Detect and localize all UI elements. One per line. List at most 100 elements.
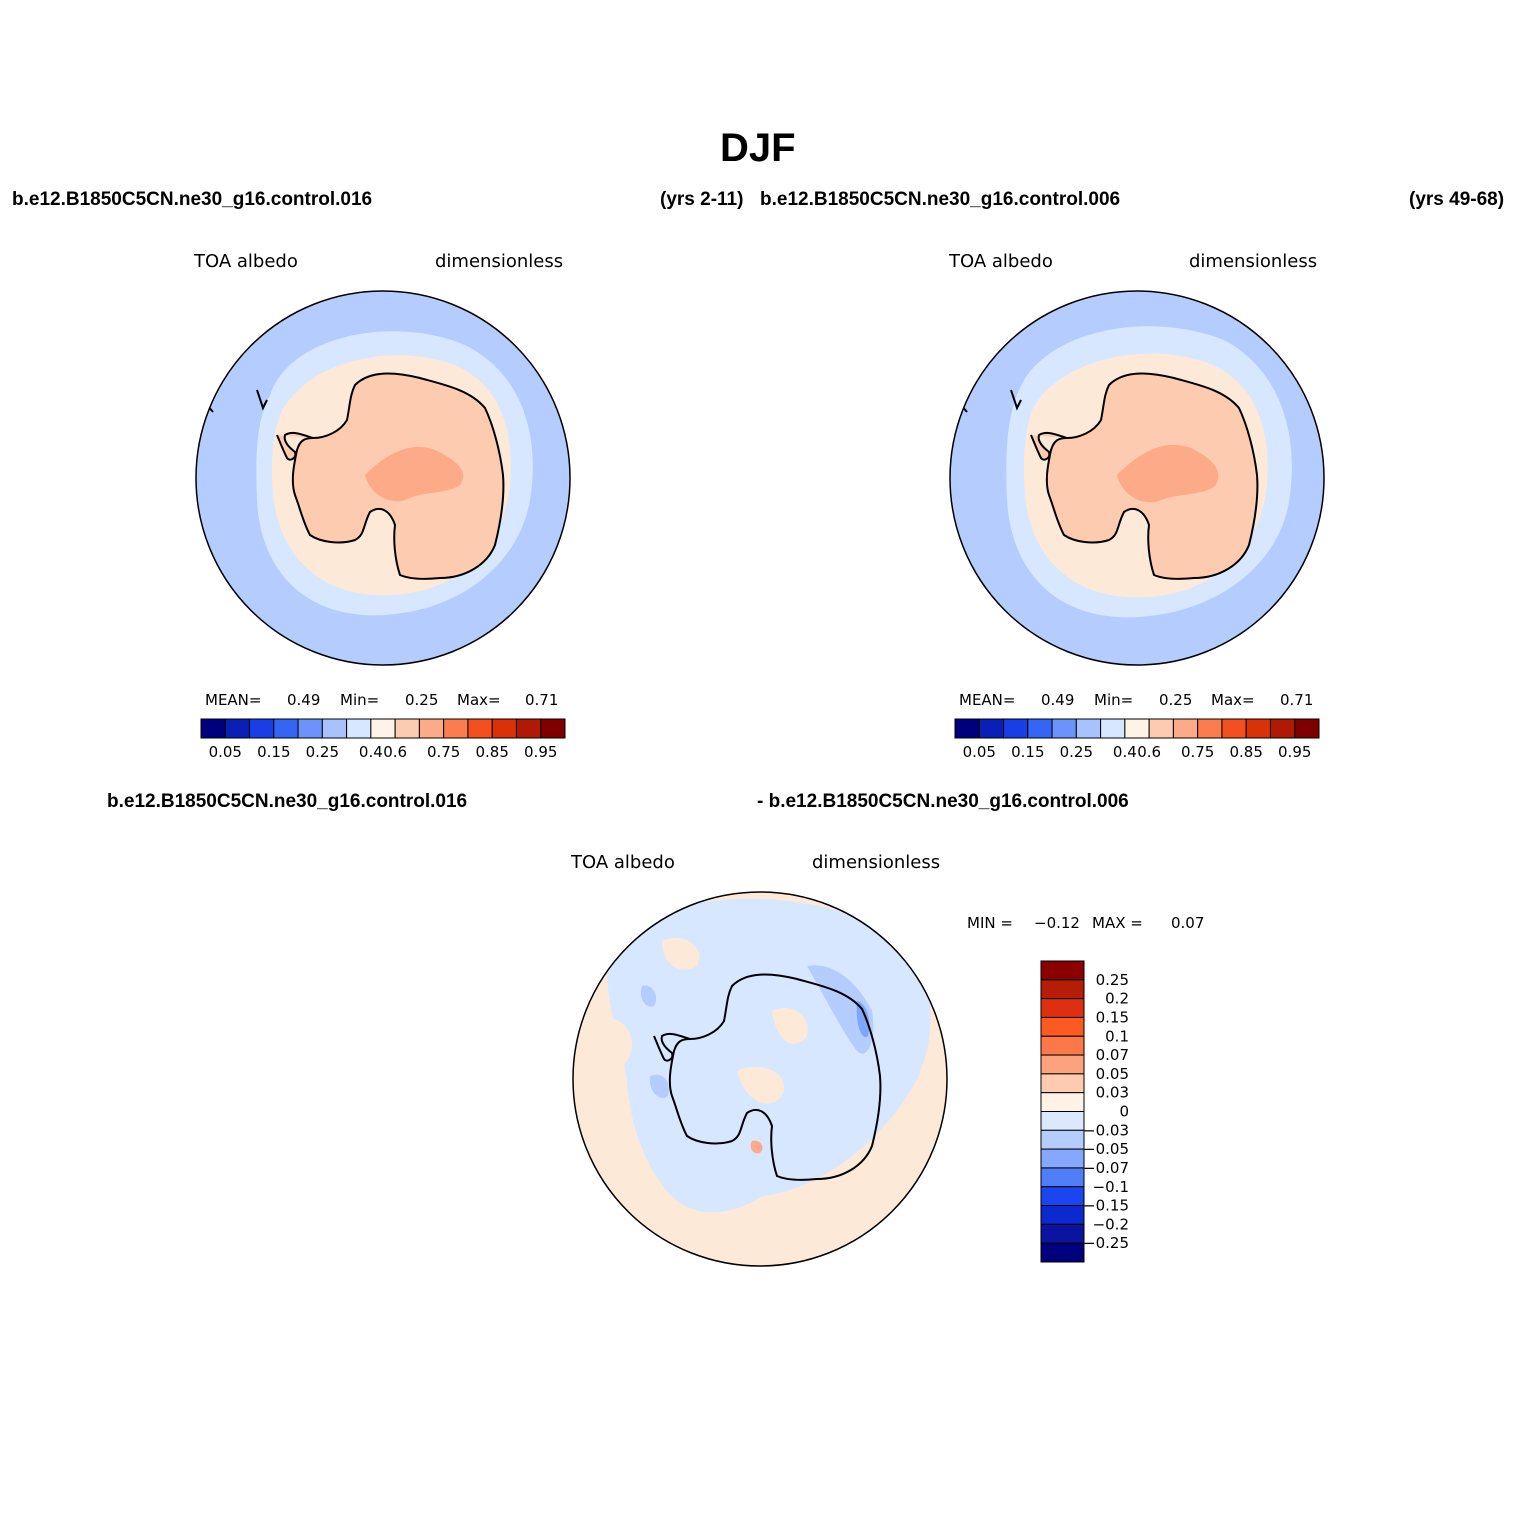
top-left-mean-value: 0.49: [287, 691, 321, 709]
colorbar-box: [1040, 1073, 1085, 1094]
diff-max-label: MAX =: [1092, 914, 1143, 932]
top-left-case-name: b.e12.B1850C5CN.ne30_g16.control.016: [12, 189, 373, 210]
colorbar-tick-label: 0.03: [1096, 1084, 1129, 1102]
difference-colorbar: 0.250.20.150.10.070.050.030−0.03−0.05−0.…: [1040, 960, 1129, 1263]
colorbar-box: [954, 718, 980, 739]
high-plateau: [1117, 444, 1219, 503]
colorbar-tick-label: 0.85: [1229, 743, 1262, 761]
diff-positive-patch-5: [750, 1140, 763, 1154]
colorbar-tick-label: 0.4: [359, 743, 383, 761]
top-left-max-label: Max=: [457, 691, 501, 709]
colorbar-tick-label: 0.25: [1060, 743, 1093, 761]
colorbar-box: [1040, 960, 1085, 981]
colorbar-box: [1040, 1167, 1085, 1188]
colorbar-box: [540, 718, 566, 739]
colorbar-tick-label: 0.15: [257, 743, 290, 761]
colorbar-tick-label: 0.05: [1096, 1065, 1129, 1083]
colorbar-box: [1040, 1092, 1085, 1112]
colorbar-box: [1040, 1148, 1085, 1169]
diff-positive-patch-1: [588, 1018, 633, 1070]
colorbar-tick-label: 0.6: [383, 743, 407, 761]
colorbar-tick-label: 0.07: [1096, 1046, 1129, 1064]
top-right-variable: TOA albedo: [949, 251, 1053, 272]
colorbar-tick-label: 0.1: [1105, 1027, 1129, 1045]
top-left-min-label: Min=: [340, 691, 380, 709]
colorbar-box: [1040, 1223, 1085, 1244]
colorbar-box: [273, 718, 299, 739]
colorbar-box: [443, 718, 469, 739]
colorbar-tick-label: −0.15: [1083, 1197, 1129, 1215]
colorbar-box: [346, 718, 372, 739]
colorbar-box: [1124, 718, 1150, 739]
colorbar-box: [491, 718, 517, 739]
colorbar-box: [1221, 718, 1247, 739]
colorbar-box: [1051, 718, 1077, 739]
top-right-mean-value: 0.49: [1041, 691, 1075, 709]
colorbar-box: [1100, 718, 1126, 739]
colorbar-box: [1040, 1129, 1085, 1150]
colorbar-box: [1040, 1242, 1085, 1263]
top-right-max-label: Max=: [1211, 691, 1255, 709]
colorbar-box: [321, 718, 348, 739]
colorbar-tick-label: 0: [1119, 1103, 1129, 1121]
colorbar-tick-label: −0.1: [1093, 1178, 1129, 1196]
colorbar-box: [467, 718, 493, 739]
colorbar-box: [1040, 1111, 1085, 1131]
colorbar-tick-label: 0.85: [475, 743, 508, 761]
colorbar-tick-label: −0.2: [1093, 1215, 1129, 1233]
top-left-max-value: 0.71: [525, 691, 559, 709]
diff-case-b: - b.e12.B1850C5CN.ne30_g16.control.006: [757, 791, 1129, 812]
top-left-mean-label: MEAN=: [205, 691, 262, 709]
top-right-mean-label: MEAN=: [959, 691, 1016, 709]
top-right-years: (yrs 49-68): [1409, 189, 1505, 210]
top-left-years: (yrs 2-11): [660, 189, 744, 210]
colorbar-box: [1040, 998, 1085, 1018]
colorbar-tick-label: −0.25: [1083, 1234, 1129, 1252]
colorbar-box: [1148, 718, 1174, 739]
colorbar-tick-label: −0.03: [1083, 1121, 1129, 1139]
diff-case-a: b.e12.B1850C5CN.ne30_g16.control.016: [107, 791, 468, 812]
colorbar-tick-label: 0.95: [1278, 743, 1311, 761]
top-left-colorbar: 0.05 0.15 0.25 0.4 0.6 0.75 0.85 0.95: [200, 718, 566, 761]
colorbar-box: [1269, 718, 1296, 739]
colorbar-tick-label: −0.07: [1083, 1159, 1129, 1177]
colorbar-box: [1245, 718, 1271, 739]
colorbar-tick-label: 0.25: [306, 743, 339, 761]
colorbar-box: [1040, 1054, 1085, 1075]
top-right-units: dimensionless: [1189, 251, 1318, 272]
top-right-colorbar: 0.05 0.15 0.25 0.4 0.6 0.75 0.85 0.95: [954, 718, 1320, 761]
colorbar-tick-label: 0.2: [1105, 990, 1129, 1008]
diff-positive-patch-4: [737, 1066, 785, 1104]
diff-negative-patch-4: [649, 1074, 669, 1099]
diff-variable: TOA albedo: [571, 852, 675, 873]
difference-map: [572, 891, 948, 1267]
top-left-map: [195, 290, 571, 666]
colorbar-box: [249, 718, 275, 739]
top-right-case-name: b.e12.B1850C5CN.ne30_g16.control.006: [760, 189, 1121, 210]
colorbar-box: [200, 718, 226, 739]
colorbar-box: [1075, 718, 1102, 739]
colorbar-box: [1294, 718, 1320, 739]
diff-negative-patch-3: [640, 985, 657, 1007]
colorbar-tick-label: 0.15: [1011, 743, 1044, 761]
colorbar-tick-label: −0.05: [1083, 1140, 1129, 1158]
colorbar-tick-label: 0.05: [963, 743, 996, 761]
colorbar-tick-label: 0.6: [1137, 743, 1161, 761]
top-right-min-label: Min=: [1094, 691, 1134, 709]
colorbar-box: [1027, 718, 1053, 739]
antarctic-peninsula: [1030, 431, 1068, 461]
top-right-min-value: 0.25: [1159, 691, 1193, 709]
top-right-map: [949, 290, 1325, 666]
colorbar-box: [1003, 718, 1029, 739]
colorbar-tick-label: 0.4: [1113, 743, 1137, 761]
diff-units: dimensionless: [812, 852, 941, 873]
diff-negative-patch-2: [856, 1001, 870, 1037]
diff-min-value: −0.12: [1034, 914, 1080, 932]
colorbar-box: [1040, 979, 1085, 1000]
colorbar-box: [1172, 718, 1199, 739]
diff-negative-ring: [607, 898, 931, 1213]
colorbar-tick-label: 0.95: [524, 743, 557, 761]
diff-positive-patch-2: [662, 937, 700, 970]
colorbar-box: [224, 718, 251, 739]
high-plateau: [365, 446, 464, 502]
